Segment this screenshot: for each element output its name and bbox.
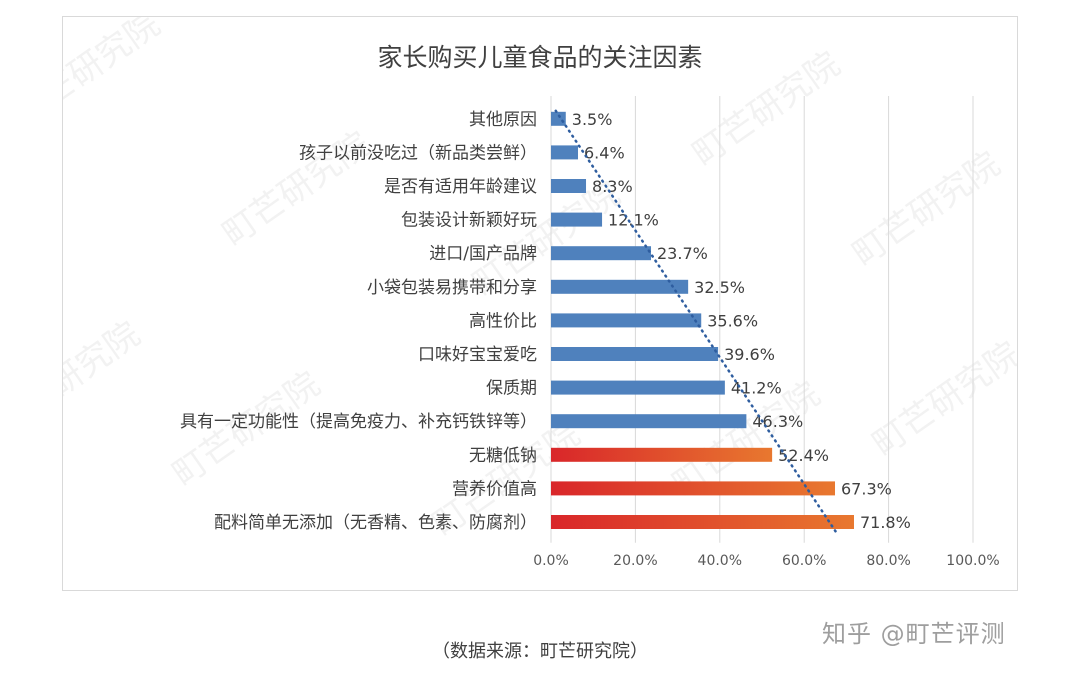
value-label: 52.4%: [778, 446, 829, 465]
category-label: 是否有适用年龄建议: [384, 177, 537, 197]
value-label: 6.4%: [584, 143, 625, 162]
category-label: 保质期: [486, 379, 537, 399]
bar: [551, 447, 773, 462]
background-watermark-text: 町芒研究院: [845, 144, 1007, 274]
category-label: 小袋包装易携带和分享: [367, 278, 537, 298]
chart-title: 家长购买儿童食品的关注因素: [377, 43, 702, 72]
source-note: （数据来源：町芒研究院）: [432, 641, 648, 662]
x-tick-label: 100.0%: [946, 553, 999, 569]
category-label: 营养价值高: [452, 479, 537, 499]
bar: [551, 347, 719, 361]
bar: [551, 380, 725, 395]
x-tick-label: 20.0%: [613, 553, 657, 569]
category-label: 其他原因: [469, 110, 537, 130]
brand-watermark: 知乎 @町芒评测: [822, 620, 1006, 648]
chart-frame: 町芒研究院 町芒研究院 町芒研究院 町芒研究院 町芒研究院 町芒研究院 町芒研究院 町芒研究院…: [62, 16, 1018, 591]
value-label: 41.2%: [731, 379, 782, 398]
x-tick-label: 80.0%: [866, 553, 910, 569]
bar: [551, 246, 652, 261]
background-watermark-text: 町芒研究院: [63, 17, 167, 134]
bar: [551, 212, 603, 227]
value-labels: 3.5% 6.4% 8.3% 12.1% 23.7% 32.5% 35.6% 39.6% 41.…: [572, 110, 911, 532]
value-label: 35.6%: [707, 311, 758, 330]
bar: [551, 481, 836, 496]
bar: [551, 111, 566, 126]
value-label: 3.5%: [572, 110, 613, 129]
background-watermark-text: 町芒研究院: [63, 314, 147, 444]
value-label: 46.3%: [752, 412, 803, 431]
category-label: 进口/国产品牌: [429, 244, 537, 264]
x-tick-label: 40.0%: [698, 553, 742, 569]
category-label: 具有一定功能性（提高免疫力、补充钙铁锌等）: [180, 412, 537, 432]
category-label: 口味好宝宝爱吃: [418, 345, 537, 365]
trendline: [554, 109, 838, 534]
x-tick-label: 0.0%: [533, 553, 569, 569]
bars: [551, 111, 854, 529]
value-label: 71.8%: [860, 513, 911, 532]
background-watermark-text: 町芒研究院: [865, 334, 1017, 464]
bar: [551, 414, 747, 429]
x-tick-label: 60.0%: [782, 553, 826, 569]
category-label: 孩子以前没吃过（新品类尝鲜）: [299, 143, 537, 163]
category-label: 包装设计新颖好玩: [401, 211, 537, 231]
bar: [551, 313, 702, 328]
value-label: 23.7%: [657, 244, 708, 263]
bar: [551, 515, 854, 529]
bar: [551, 279, 689, 294]
value-label: 39.6%: [724, 345, 775, 364]
value-label: 8.3%: [592, 177, 633, 196]
background-watermark-text: 町芒研究院: [685, 44, 847, 174]
value-label: 12.1%: [608, 211, 659, 230]
bar: [551, 179, 587, 193]
bar: [551, 145, 579, 160]
value-label: 32.5%: [694, 278, 745, 297]
category-label: 无糖低钠: [469, 446, 537, 466]
category-label: 配料简单无添加（无香精、色素、防腐剂）: [214, 513, 537, 533]
x-axis-ticks: 0.0% 20.0% 40.0% 60.0% 80.0% 100.0%: [533, 553, 999, 569]
trendline-path: [554, 109, 838, 534]
value-label: 67.3%: [841, 479, 892, 498]
category-label: 高性价比: [469, 311, 537, 331]
